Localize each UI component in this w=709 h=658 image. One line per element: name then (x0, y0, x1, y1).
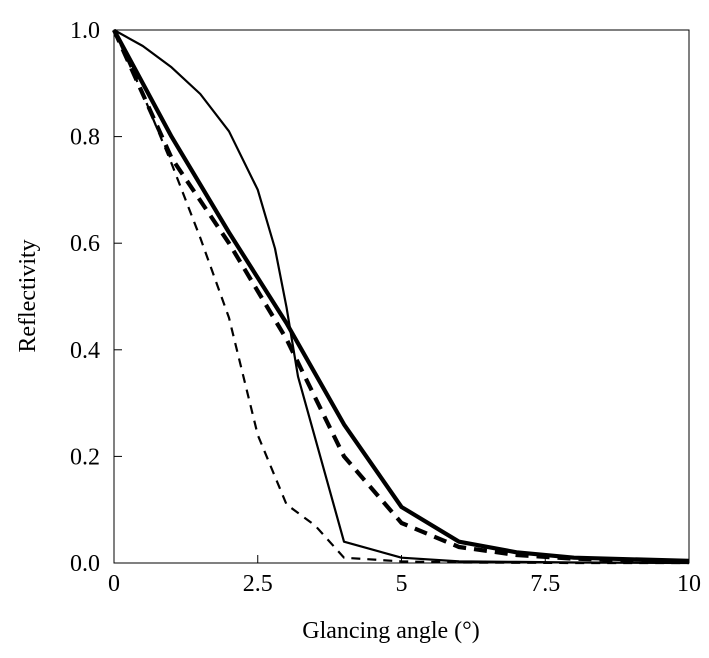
series-line-thick-solid (112, 29, 690, 563)
x-tick-label: 2.5 (243, 571, 273, 597)
x-tick-label: 0 (108, 571, 120, 597)
axis-ticks (113, 29, 690, 564)
series-line-thick-dashed (112, 29, 690, 564)
y-tick-label: 0.8 (70, 125, 100, 151)
series-line-thin-solid (113, 29, 690, 565)
series-layer (112, 29, 690, 565)
tick-labels: 0 2.5 5 7.5 10 0.0 0.2 0.4 0.6 0.8 1.0 (70, 18, 701, 597)
x-tick-label: 5 (396, 571, 408, 597)
x-axis-title: Glancing angle (°) (302, 618, 480, 644)
y-tick-label: 0.2 (70, 444, 100, 470)
y-tick-label: 0.6 (70, 231, 100, 257)
x-tick-label: 10 (677, 571, 701, 597)
y-tick-label: 0.0 (70, 551, 100, 577)
plot-frame (113, 29, 690, 564)
y-tick-label: 1.0 (70, 18, 100, 44)
series-line-thin-dashed (112, 29, 689, 565)
y-tick-label: 0.4 (70, 338, 100, 364)
x-tick-label: 7.5 (530, 571, 560, 597)
y-axis-title: Reflectivity (15, 239, 41, 352)
